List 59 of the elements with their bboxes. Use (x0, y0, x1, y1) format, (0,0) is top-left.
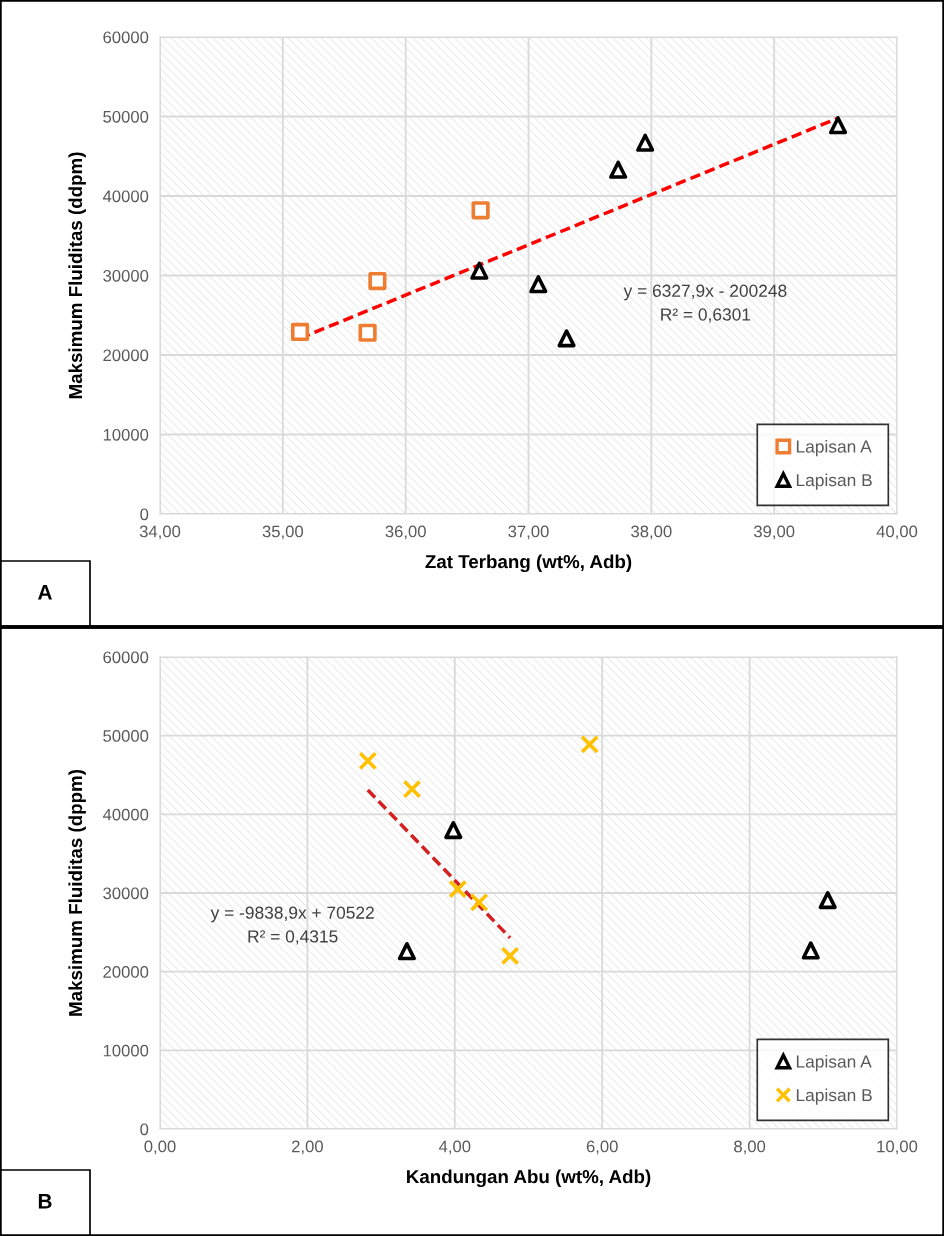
y-tick-label: 30000 (103, 269, 149, 282)
point (470, 261, 489, 280)
y-tick-label: 40000 (102, 190, 149, 203)
point (402, 779, 422, 799)
point (828, 116, 848, 135)
point (818, 890, 837, 910)
point (368, 271, 387, 291)
x-tick-label: 2,00 (292, 1140, 323, 1155)
point (636, 133, 655, 152)
y-tick-label: 10000 (103, 1044, 149, 1057)
point (529, 275, 548, 294)
y-tick-label: 10000 (103, 428, 149, 441)
x-axis-title: Zat Terbang (wt%, Adb) (425, 554, 632, 573)
x-axis-title: Kandungan Abu (wt%, Adb) (407, 1169, 651, 1188)
y-tick-label: 40000 (102, 808, 149, 821)
point (290, 322, 310, 342)
y-tick-label: 60000 (103, 651, 149, 664)
text: A (37, 585, 52, 600)
legend-label: Lapisan A (796, 1054, 872, 1072)
annotation: y = -9838,9x + 70522 R² = 0,4315 (210, 906, 374, 945)
x-tick-label: 0,00 (144, 1140, 176, 1155)
point (500, 946, 520, 966)
point (448, 879, 468, 899)
point (557, 329, 576, 348)
x-tick-label: 34,00 (139, 525, 181, 540)
x-tick-label: 6,00 (586, 1140, 618, 1155)
y-tick-label: 50000 (103, 730, 149, 742)
x-tick-label: 36,00 (385, 525, 426, 540)
legend-label: Lapisan B (796, 473, 872, 490)
x-tick-label: 10,00 (877, 1140, 918, 1155)
y-axis-title: Maksimum Fluiditas (dppm) (68, 769, 86, 1016)
x-tick-label: 4,00 (438, 1140, 471, 1155)
point (801, 941, 820, 960)
x-tick-label: 40,00 (876, 525, 918, 540)
text: B (38, 1194, 52, 1209)
x-tick-label: 8,00 (734, 1140, 766, 1155)
point (358, 323, 377, 342)
point (580, 734, 600, 754)
y-tick-label: 20000 (103, 966, 149, 978)
point (609, 160, 628, 179)
x-tick-label: 39,00 (753, 525, 795, 540)
legend-label: Lapisan B (796, 1088, 872, 1105)
y-axis-title: Maksimum Fluiditas (ddpm) (68, 152, 86, 399)
x-tick-label: 37,00 (508, 525, 549, 540)
y-tick-label: 0 (140, 1123, 149, 1136)
point (397, 942, 416, 961)
x-tick-label: 35,00 (262, 525, 304, 540)
y-tick-label: 30000 (103, 887, 149, 900)
legend-label: Lapisan A (796, 439, 872, 457)
x-tick-label: 38,00 (631, 525, 672, 540)
annotation: y = 6327,9x - 200248 R² = 0,6301 (623, 284, 787, 323)
point (358, 751, 378, 771)
point (469, 893, 489, 912)
y-tick-label: 20000 (103, 349, 149, 362)
point (444, 820, 463, 840)
y-tick-label: 50000 (103, 110, 149, 123)
y-tick-label: 0 (140, 508, 149, 521)
y-tick-label: 60000 (103, 31, 149, 44)
point (471, 201, 490, 220)
